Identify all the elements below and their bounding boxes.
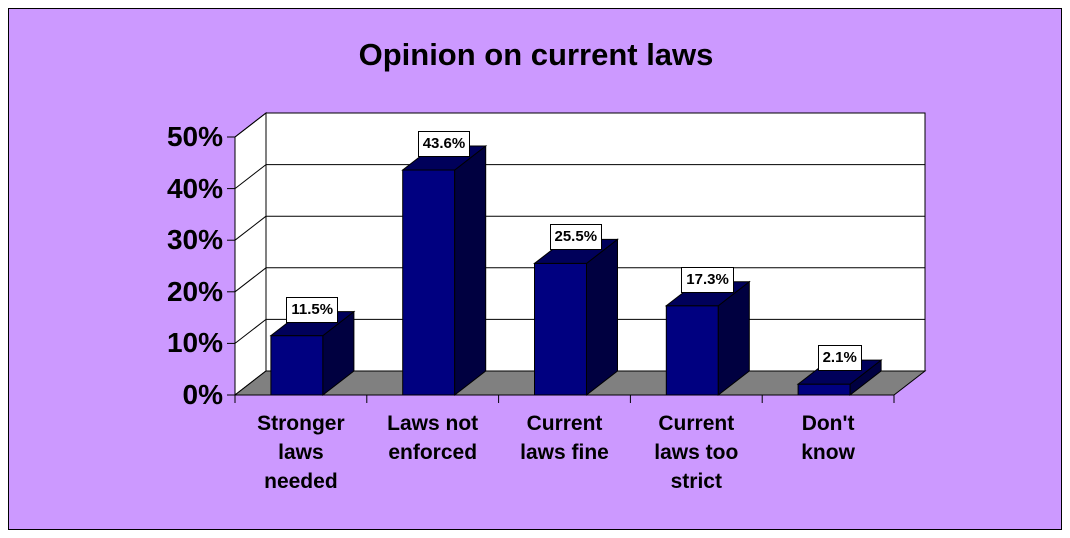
- gridline-side: [234, 215, 267, 241]
- bar-side: [454, 145, 487, 397]
- bar-front: [534, 262, 587, 396]
- bar-front: [665, 305, 719, 396]
- y-tick-label: 20%: [166, 275, 223, 307]
- category-label: Don't know: [762, 409, 894, 467]
- gridline-side: [234, 319, 267, 344]
- data-label: 11.5%: [286, 296, 339, 323]
- category-label: Laws not enforced: [367, 409, 499, 467]
- bar: [664, 280, 751, 397]
- category-label: Stronger laws needed: [235, 409, 367, 496]
- gridline-side: [234, 112, 267, 138]
- bar-front: [797, 383, 851, 396]
- bar-front: [402, 169, 456, 396]
- data-label: 43.6%: [417, 131, 471, 158]
- category-label-line: enforced: [388, 441, 478, 464]
- data-label: 25.5%: [549, 224, 603, 251]
- y-tick-label: 50%: [166, 121, 223, 152]
- category-label-line: laws too: [654, 441, 739, 464]
- category-label-line: Stronger: [257, 412, 345, 435]
- category-label-line: Current: [658, 412, 735, 435]
- bar: [533, 238, 619, 397]
- bar-side: [586, 238, 618, 397]
- bar: [401, 145, 488, 397]
- y-tick-label: 10%: [166, 327, 223, 359]
- category-label-line: Laws not: [387, 412, 479, 435]
- category-label-line: laws: [278, 441, 324, 464]
- category-label-line: Don't: [801, 412, 855, 435]
- y-tick-label: 40%: [166, 172, 223, 204]
- data-label: 2.1%: [817, 345, 862, 372]
- bar-front: [270, 335, 324, 396]
- category-label: Current laws fine: [499, 409, 631, 467]
- category-label-line: needed: [264, 470, 338, 493]
- data-label: 17.3%: [681, 266, 734, 293]
- plot-side-wall: [234, 111, 267, 397]
- gridline-side: [234, 164, 267, 189]
- category-label-line: laws fine: [520, 441, 609, 464]
- y-tick-label: 30%: [166, 224, 223, 256]
- category-label-line: Current: [526, 412, 603, 435]
- chart-title: Opinion on current laws: [358, 37, 714, 72]
- chart-frame: Opinion on current laws 0% 10% 20% 30% 40% 50…: [8, 8, 1062, 530]
- category-label-line: know: [801, 441, 855, 464]
- category-label: Current laws too strict: [630, 409, 762, 496]
- y-tick-label: 0%: [182, 379, 223, 410]
- category-label-line: strict: [670, 470, 722, 493]
- gridline-side: [234, 267, 267, 293]
